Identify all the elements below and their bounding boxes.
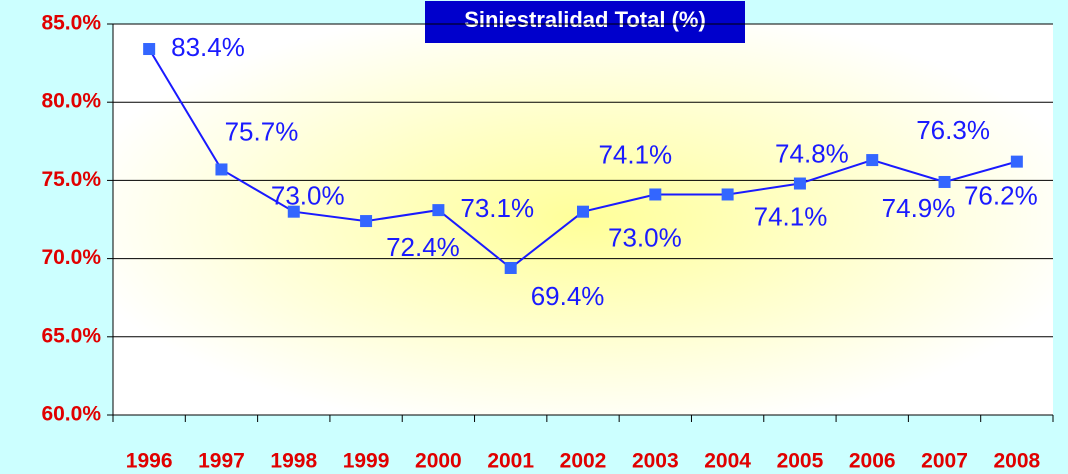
chart-title: Siniestralidad Total (%)	[464, 7, 706, 32]
data-label: 73.1%	[460, 193, 534, 223]
y-tick-label: 70.0%	[41, 246, 101, 269]
data-point	[360, 215, 373, 228]
x-tick-label: 2005	[777, 450, 824, 473]
data-label: 75.7%	[225, 116, 299, 146]
data-label: 74.1%	[598, 139, 672, 169]
data-point	[866, 154, 879, 167]
data-label: 83.4%	[171, 32, 245, 62]
x-tick-label: 2004	[704, 450, 751, 473]
data-label: 76.2%	[964, 181, 1038, 211]
data-label: 73.0%	[608, 223, 682, 253]
data-label: 74.9%	[882, 193, 956, 223]
data-point	[793, 177, 806, 190]
plot-area	[113, 24, 1053, 415]
y-tick-label: 80.0%	[41, 90, 101, 113]
data-label: 74.1%	[754, 201, 828, 231]
data-point	[1010, 155, 1023, 168]
data-point	[287, 205, 300, 218]
y-tick-label: 75.0%	[41, 168, 101, 191]
x-tick-label: 2001	[487, 450, 534, 473]
data-point	[721, 188, 734, 201]
x-tick-label: 2006	[849, 450, 896, 473]
x-tick-label: 1996	[126, 450, 173, 473]
data-point	[143, 43, 156, 56]
data-point	[649, 188, 662, 201]
y-tick-label: 85.0%	[41, 12, 101, 35]
x-tick-label: 2002	[560, 450, 607, 473]
data-label: 74.8%	[775, 138, 849, 168]
data-label: 73.0%	[271, 181, 345, 211]
x-tick-label: 2007	[921, 450, 968, 473]
data-point	[938, 175, 951, 188]
y-tick-label: 65.0%	[41, 324, 101, 347]
x-tick-label: 1998	[270, 450, 317, 473]
y-tick-label: 60.0%	[41, 403, 101, 426]
data-point	[577, 205, 589, 218]
data-label: 76.3%	[916, 115, 990, 145]
data-label: 69.4%	[531, 281, 605, 311]
data-label: 72.4%	[386, 232, 460, 262]
data-point	[504, 261, 517, 274]
title-box	[425, 1, 745, 43]
x-tick-label: 2008	[993, 450, 1040, 473]
data-point	[215, 163, 228, 176]
x-tick-label: 2000	[415, 450, 462, 473]
data-point	[432, 204, 445, 217]
x-tick-label: 1997	[198, 450, 245, 473]
x-tick-label: 1999	[343, 450, 390, 473]
x-tick-label: 2003	[632, 450, 679, 473]
